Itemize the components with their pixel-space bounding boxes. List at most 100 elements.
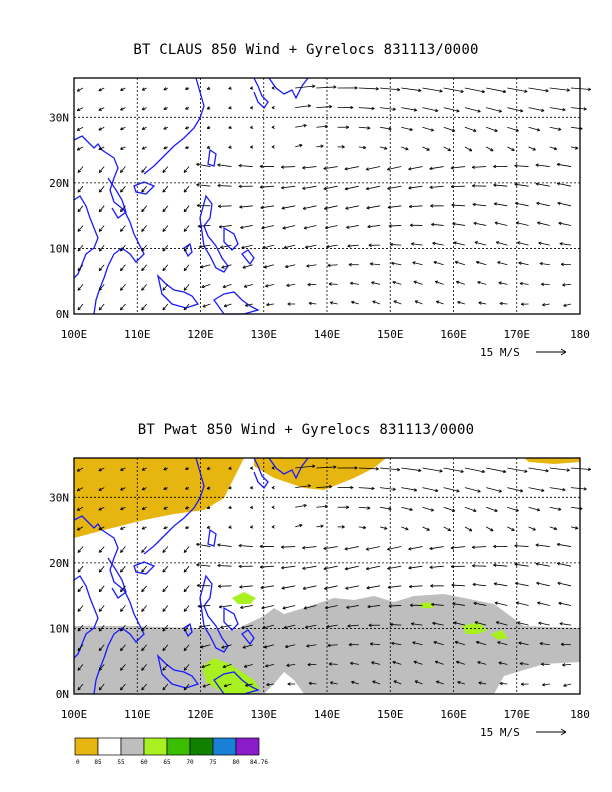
wind-vector <box>295 84 316 89</box>
wind-vector <box>549 467 570 472</box>
wind-vector <box>98 205 105 213</box>
wind-vector <box>316 105 333 109</box>
panel2-title: BT Pwat 850 Wind + Gyrelocs 831113/0000 <box>137 422 475 438</box>
wind-vector <box>241 244 253 250</box>
wind-vector <box>250 466 254 470</box>
wind-vector <box>259 164 274 169</box>
wind-vector <box>401 506 413 512</box>
wind-vector <box>223 303 232 308</box>
wind-vector <box>422 526 430 531</box>
wind-vector <box>518 261 529 266</box>
wind-vector <box>537 601 550 606</box>
wind-vector <box>217 183 232 188</box>
wind-vector <box>365 185 381 191</box>
wind-vector <box>563 683 572 687</box>
wind-vector <box>250 125 254 129</box>
wind-vector <box>347 244 359 248</box>
wind-vector <box>328 282 338 286</box>
wind-vector <box>228 466 232 470</box>
lon-tick-label: 160E <box>440 328 467 341</box>
wind-vector <box>408 584 423 589</box>
wind-vector <box>295 143 303 148</box>
wind-vector <box>217 543 232 547</box>
wind-vector <box>387 546 402 551</box>
colorbar-swatch <box>189 737 214 756</box>
wind-vector <box>302 166 317 170</box>
wind-vector <box>238 543 253 548</box>
wind-vector <box>514 562 529 567</box>
wind-vector <box>337 125 350 129</box>
wind-vector <box>464 526 473 532</box>
wind-vector <box>507 126 519 132</box>
colorbar-swatch <box>212 737 237 756</box>
wind-vector <box>316 144 324 148</box>
wind-vector <box>163 486 169 490</box>
wind-vector <box>329 301 338 305</box>
wind-vector <box>514 164 529 168</box>
wind-vector <box>206 505 211 510</box>
wind-vector <box>197 224 211 228</box>
wind-vector <box>163 106 169 110</box>
wind-vector <box>536 201 550 207</box>
wind-vector <box>358 506 371 510</box>
wind-vector <box>98 644 105 652</box>
wind-vector <box>220 244 232 249</box>
wind-vector <box>401 126 413 132</box>
wind-vector <box>477 280 487 285</box>
wind-vector <box>347 624 359 628</box>
wind-vector <box>560 642 572 647</box>
wind-vector <box>391 261 402 266</box>
wind-vector <box>346 225 359 229</box>
wind-vector <box>185 525 190 530</box>
wind-vector <box>443 467 464 474</box>
wind-vector <box>485 126 498 133</box>
wind-vector <box>183 585 190 593</box>
wind-vector <box>185 486 190 490</box>
colorbar-swatch <box>97 737 122 756</box>
scale-arrowhead <box>560 728 567 736</box>
wind-vector <box>162 264 169 272</box>
wind-vector <box>535 562 550 567</box>
wind-vector <box>218 204 232 208</box>
wind-vector <box>464 126 477 133</box>
wind-vector <box>316 124 328 129</box>
wind-vector <box>98 166 105 173</box>
wind-vector <box>183 225 190 232</box>
wind-vector <box>162 624 169 632</box>
wind-vector <box>443 487 460 493</box>
wind-vector <box>218 584 232 588</box>
wind-vector <box>120 546 126 553</box>
wind-vector <box>387 185 402 190</box>
wind-vector <box>324 225 338 230</box>
wind-vector <box>366 205 381 210</box>
wind-vector <box>120 506 126 511</box>
wind-vector <box>380 87 401 92</box>
wind-vector <box>443 146 452 152</box>
wind-vector <box>120 467 126 471</box>
wind-vector <box>464 467 485 474</box>
wind-vector <box>563 303 572 307</box>
wind-vector <box>520 302 529 306</box>
wind-vector <box>141 506 147 510</box>
coastline <box>241 629 255 646</box>
wind-vector <box>221 644 232 649</box>
wind-vector <box>316 85 337 89</box>
wind-vector <box>271 466 275 470</box>
wind-vector <box>389 622 402 627</box>
wind-vector <box>474 241 487 246</box>
wind-vector <box>196 563 211 567</box>
wind-vector <box>243 663 253 668</box>
lon-tick-label: 170E <box>504 328 531 341</box>
lon-tick-label: 180 <box>570 328 590 341</box>
wind-vector <box>316 524 324 528</box>
wind-vector <box>570 487 587 491</box>
wind-vector <box>387 205 402 209</box>
wind-vector <box>456 660 466 665</box>
wind-vector <box>250 505 254 509</box>
wind-vector <box>389 242 402 247</box>
wind-vector <box>120 487 126 491</box>
wind-vector <box>408 546 423 551</box>
wind-vector <box>77 585 84 593</box>
wind-vector <box>250 485 254 490</box>
wind-vector <box>422 146 430 151</box>
